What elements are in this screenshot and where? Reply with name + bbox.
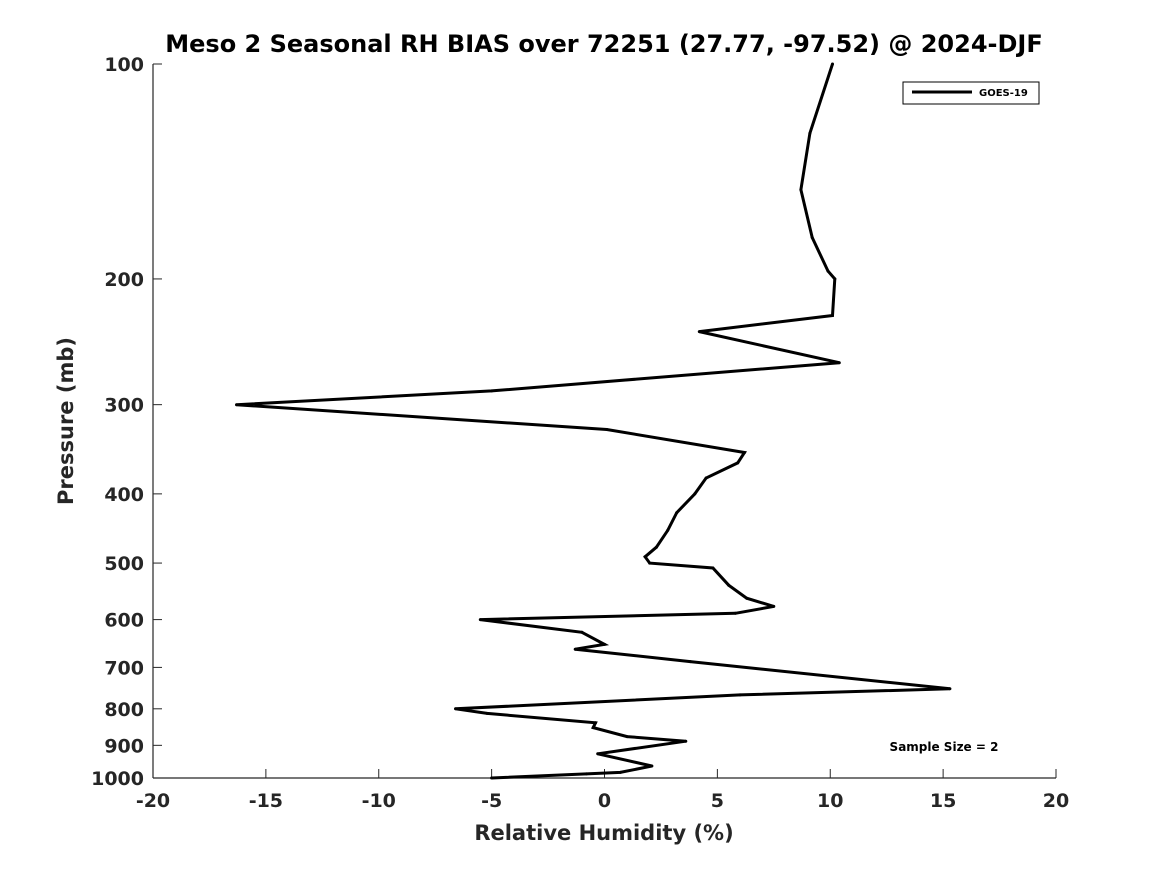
- data-point: [485, 711, 489, 715]
- data-point: [625, 735, 629, 739]
- data-point: [490, 389, 494, 393]
- x-tick-label: -5: [481, 790, 502, 812]
- data-point: [684, 739, 688, 743]
- data-point: [837, 361, 841, 365]
- x-tick-label: -20: [136, 790, 170, 812]
- data-point: [745, 596, 749, 600]
- data-point: [826, 269, 830, 273]
- data-point: [605, 428, 609, 431]
- plot-area: -20 -15 -10 -5 0 5 10 15 20 100 200 300 400 500 600 70…: [91, 54, 1069, 812]
- plot-frame: [152, 64, 1056, 779]
- data-point: [235, 403, 238, 407]
- x-tick-label: 5: [711, 790, 724, 812]
- x-tick-label: 15: [930, 790, 956, 812]
- x-tick-label: 20: [1043, 790, 1069, 812]
- data-point: [833, 277, 837, 281]
- chart-title: Meso 2 Seasonal RH BIAS over 72251 (27.7…: [165, 30, 1042, 58]
- series-line-goes-19: [236, 63, 951, 780]
- data-point: [594, 721, 597, 725]
- series-layer: [235, 62, 952, 780]
- data-point: [727, 583, 731, 587]
- data-point: [654, 545, 658, 549]
- data-point: [697, 330, 701, 334]
- y-tick-label: 300: [104, 395, 144, 417]
- data-point: [688, 660, 692, 664]
- y-tick-label: 200: [104, 269, 144, 291]
- data-point: [584, 772, 588, 776]
- data-point: [603, 642, 606, 646]
- data-point: [831, 62, 834, 66]
- y-tick-label: 1000: [91, 768, 144, 790]
- data-point: [666, 528, 670, 532]
- data-point: [711, 566, 715, 570]
- data-point: [736, 461, 740, 465]
- data-point: [743, 451, 746, 454]
- data-point: [799, 188, 803, 192]
- x-axis-ticks: -20 -15 -10 -5 0 5 10 15 20: [136, 769, 1069, 812]
- y-tick-label: 800: [104, 699, 144, 721]
- data-point: [738, 693, 742, 697]
- y-axis-ticks: 100 200 300 400 500 600 700 800 900 1000: [91, 54, 162, 790]
- data-point: [580, 630, 584, 634]
- data-point: [490, 776, 494, 780]
- data-point: [618, 770, 622, 774]
- y-axis-label: Pressure (mb): [54, 337, 78, 505]
- data-point: [733, 611, 737, 615]
- y-tick-label: 500: [104, 553, 144, 575]
- data-point: [948, 687, 952, 691]
- data-point: [831, 314, 834, 317]
- data-point: [693, 492, 697, 496]
- data-point: [810, 236, 814, 239]
- data-point: [675, 511, 679, 515]
- x-axis-label: Relative Humidity (%): [474, 821, 733, 845]
- y-tick-label: 100: [104, 54, 144, 76]
- data-point: [596, 752, 600, 756]
- x-tick-label: 0: [598, 790, 611, 812]
- legend: GOES-19: [902, 81, 1040, 105]
- data-point: [573, 647, 577, 651]
- data-point: [454, 707, 457, 711]
- data-point: [808, 131, 812, 135]
- data-point: [591, 726, 595, 730]
- data-point: [772, 604, 776, 608]
- data-point: [478, 618, 482, 622]
- data-point: [704, 476, 708, 480]
- y-tick-label: 600: [104, 610, 144, 632]
- x-tick-label: -10: [362, 790, 396, 812]
- x-tick-label: 10: [817, 790, 843, 812]
- data-point: [650, 764, 654, 768]
- y-tick-label: 400: [104, 484, 144, 506]
- x-tick-label: -15: [249, 790, 283, 812]
- y-tick-label: 900: [104, 735, 144, 757]
- data-point: [643, 555, 647, 559]
- legend-label-goes-19: GOES-19: [979, 88, 1028, 99]
- data-point: [648, 561, 652, 565]
- sample-size-annotation: Sample Size = 2: [890, 740, 999, 754]
- y-tick-label: 700: [104, 657, 144, 679]
